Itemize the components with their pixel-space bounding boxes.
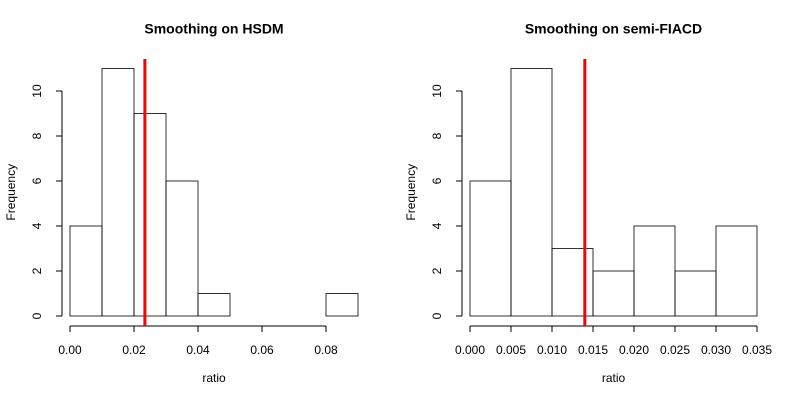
bar (197, 293, 231, 317)
bar (510, 68, 553, 317)
bar (633, 225, 676, 317)
y-tick-label: 2 (430, 267, 444, 274)
y-tick-label: 4 (430, 222, 444, 229)
x-tick-label: 0.030 (701, 343, 731, 357)
y-axis-label: Frequency (404, 164, 418, 221)
bar (551, 248, 594, 317)
y-tick-label: 8 (430, 132, 444, 139)
x-tick-label: 0.02 (122, 343, 146, 357)
x-tick-label: 0.005 (496, 343, 526, 357)
bar (469, 180, 512, 317)
y-tick-label: 10 (30, 84, 44, 98)
y-tick-label: 10 (430, 84, 444, 98)
bar (674, 270, 717, 317)
y-tick-label: 0 (30, 312, 44, 319)
y-tick-label: 2 (30, 267, 44, 274)
x-tick-label: 0.06 (250, 343, 274, 357)
y-tick-label: 6 (30, 177, 44, 184)
x-tick-label: 0.025 (660, 343, 690, 357)
chart-title: Smoothing on HSDM (144, 21, 283, 37)
chart-title: Smoothing on semi-FIACD (525, 21, 702, 37)
x-tick-label: 0.020 (619, 343, 649, 357)
y-tick-label: 6 (430, 177, 444, 184)
x-tick-label: 0.010 (537, 343, 567, 357)
x-tick-label: 0.04 (186, 343, 210, 357)
bar (165, 180, 199, 317)
bar (101, 68, 135, 317)
bar (325, 293, 359, 317)
bar (592, 270, 635, 317)
bar (69, 225, 103, 317)
x-tick-label: 0.08 (314, 343, 338, 357)
y-tick-label: 8 (30, 132, 44, 139)
y-tick-label: 0 (430, 312, 444, 319)
x-tick-label: 0.015 (578, 343, 608, 357)
x-tick-label: 0.035 (742, 343, 772, 357)
bar (715, 225, 758, 317)
x-axis-label: ratio (202, 371, 226, 385)
x-tick-label: 0.00 (58, 343, 82, 357)
y-tick-label: 4 (30, 222, 44, 229)
x-axis-label: ratio (602, 371, 626, 385)
y-axis-label: Frequency (4, 164, 18, 221)
bar (133, 113, 167, 317)
x-tick-label: 0.000 (455, 343, 485, 357)
